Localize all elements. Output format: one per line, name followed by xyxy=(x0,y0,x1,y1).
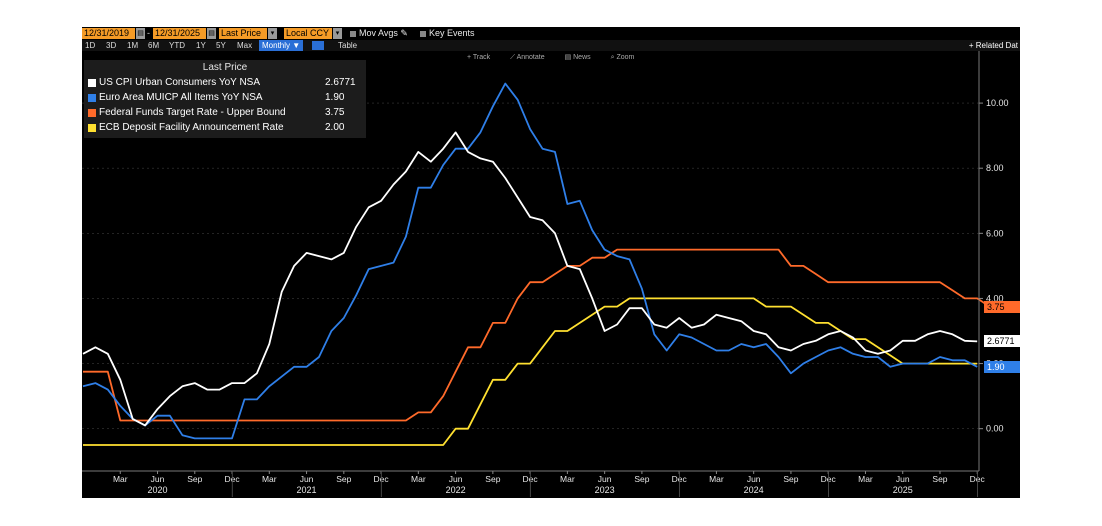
series-line-us-cpi-urban-consumers-yoy-nsa[interactable] xyxy=(82,131,978,427)
y-tick-label: 8.00 xyxy=(986,163,1004,173)
legend-swatch xyxy=(88,124,96,132)
year-label: 2020 xyxy=(148,485,168,495)
related-data-button[interactable]: + Related Dat xyxy=(968,41,1018,50)
legend-name: US CPI Urban Consumers YoY NSA xyxy=(99,77,261,88)
x-tick-label: Mar xyxy=(411,474,426,484)
y-tick-label: 10.00 xyxy=(986,98,1009,108)
year-label: 2025 xyxy=(893,485,913,495)
period-3d[interactable]: 3D xyxy=(106,41,117,50)
field-dropdown-icon[interactable]: ▾ xyxy=(268,28,277,39)
line-chart-icon[interactable] xyxy=(312,41,324,50)
table-button[interactable]: Table xyxy=(338,41,358,50)
x-tick-label: Sep xyxy=(783,474,798,484)
x-tick-label: Jun xyxy=(151,474,165,484)
pencil-icon: ✎ xyxy=(397,28,408,38)
news-tool[interactable]: ▤ News xyxy=(564,54,591,61)
x-tick-label: Sep xyxy=(336,474,351,484)
start-date-calendar-icon[interactable]: ▤ xyxy=(136,28,145,39)
chart-settings-bar: 12/31/2019 ▤ - 12/31/2025 ▤ Last Price ▾… xyxy=(82,27,1020,40)
zoom-tool[interactable]: ⌕ Zoom xyxy=(610,54,635,61)
legend-header: Last Price xyxy=(202,62,248,73)
key-events-label: Key Events xyxy=(429,28,475,38)
checkbox-icon xyxy=(350,30,356,37)
period-max[interactable]: Max xyxy=(237,41,253,50)
period-ytd[interactable]: YTD xyxy=(169,41,185,50)
period-bar: 1D 3D 1M 6M YTD 1Y 5Y Max Monthly ▼ Tabl… xyxy=(82,40,1020,51)
legend-value: 2.6771 xyxy=(325,77,356,88)
year-label: 2024 xyxy=(744,485,764,495)
end-date-calendar-icon[interactable]: ▤ xyxy=(207,28,216,39)
bloomberg-chart-panel: 12/31/2019 ▤ - 12/31/2025 ▤ Last Price ▾… xyxy=(82,27,1020,498)
x-tick-label: Jun xyxy=(449,474,463,484)
frequency-selector[interactable]: Monthly ▼ xyxy=(259,40,304,51)
end-date-field[interactable]: 12/31/2025 xyxy=(153,28,206,39)
series-line-ecb-deposit-facility-announcement-rate[interactable] xyxy=(83,297,978,446)
field-selector[interactable]: Last Price xyxy=(219,28,267,39)
x-tick-label: Mar xyxy=(709,474,724,484)
legend-swatch xyxy=(88,79,96,87)
x-tick-label: Mar xyxy=(858,474,873,484)
annotate-tool[interactable]: ⟋ Annotate xyxy=(510,54,545,61)
x-tick-label: Jun xyxy=(896,474,910,484)
chart-tools: + Track ⟋ Annotate ▤ News ⌕ Zoom xyxy=(467,53,652,62)
legend-value: 3.75 xyxy=(325,107,345,118)
period-1m[interactable]: 1M xyxy=(127,41,139,50)
x-tick-label: Mar xyxy=(262,474,277,484)
legend-swatch xyxy=(88,94,96,102)
x-tick-label: Sep xyxy=(634,474,649,484)
start-date-field[interactable]: 12/31/2019 xyxy=(82,28,135,39)
year-label: 2021 xyxy=(297,485,317,495)
period-1d[interactable]: 1D xyxy=(85,41,96,50)
x-tick-label: Jun xyxy=(747,474,761,484)
last-value-label: 3.75 xyxy=(984,300,1020,313)
track-tool[interactable]: + Track xyxy=(467,54,491,61)
series-line-federal-funds-target-rate-upper-bound[interactable] xyxy=(83,248,991,422)
legend-name: Federal Funds Target Rate - Upper Bound xyxy=(99,107,286,118)
x-tick-label: Sep xyxy=(485,474,500,484)
last-value-label: 2.6771 xyxy=(984,335,1020,348)
y-tick-label: 4.00 xyxy=(986,293,1004,303)
y-tick-label: 6.00 xyxy=(986,228,1004,238)
x-tick-label: Sep xyxy=(187,474,202,484)
x-tick-label: Jun xyxy=(300,474,314,484)
legend-name: Euro Area MUICP All Items YoY NSA xyxy=(99,92,263,103)
year-label: 2023 xyxy=(595,485,615,495)
x-tick-label: Sep xyxy=(932,474,947,484)
period-5y[interactable]: 5Y xyxy=(216,41,226,50)
period-1y[interactable]: 1Y xyxy=(196,41,206,50)
x-tick-label: Mar xyxy=(113,474,128,484)
y-tick-label: 0.00 xyxy=(986,424,1004,434)
legend-swatch xyxy=(88,109,96,117)
currency-dropdown-icon[interactable]: ▾ xyxy=(333,28,342,39)
chart-legend: Last Price US CPI Urban Consumers YoY NS… xyxy=(84,60,366,138)
mov-avgs-toggle[interactable]: Mov Avgs ✎ xyxy=(350,27,408,40)
year-label: 2022 xyxy=(446,485,466,495)
checkbox-icon xyxy=(420,30,426,37)
legend-value: 1.90 xyxy=(325,92,345,103)
legend-value: 2.00 xyxy=(325,122,345,133)
last-value-label: 1.90 xyxy=(984,360,1020,373)
x-tick-label: Jun xyxy=(598,474,612,484)
period-6m[interactable]: 6M xyxy=(148,41,160,50)
legend-name: ECB Deposit Facility Announcement Rate xyxy=(99,122,284,133)
x-tick-label: Mar xyxy=(560,474,575,484)
currency-selector[interactable]: Local CCY xyxy=(284,28,332,39)
key-events-toggle[interactable]: Key Events xyxy=(420,27,475,40)
mov-avgs-label: Mov Avgs xyxy=(359,28,398,38)
series-line-euro-area-muicp-all-items-yoy-nsa[interactable] xyxy=(82,82,978,440)
